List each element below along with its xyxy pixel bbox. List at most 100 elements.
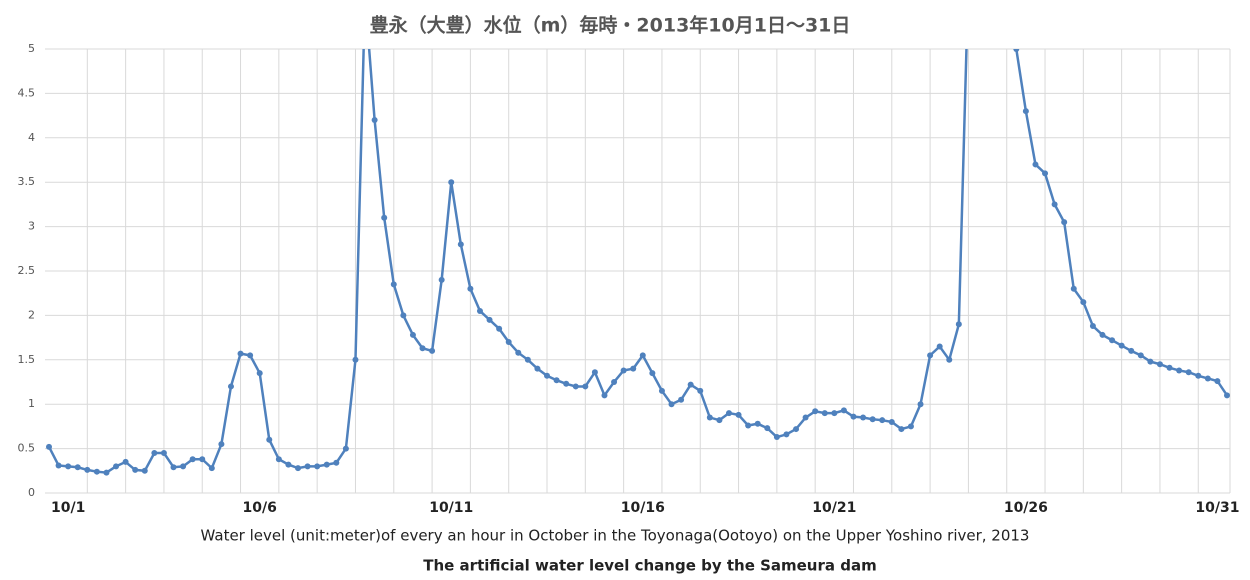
point bbox=[438, 276, 445, 283]
point bbox=[247, 352, 254, 359]
x-tick-label: 10/26 bbox=[1004, 500, 1048, 516]
point bbox=[879, 417, 886, 424]
point bbox=[735, 411, 742, 418]
point bbox=[927, 352, 934, 359]
point bbox=[1147, 358, 1154, 365]
point bbox=[390, 281, 397, 288]
point bbox=[649, 370, 656, 377]
point bbox=[658, 387, 665, 394]
point bbox=[227, 383, 234, 390]
point bbox=[639, 352, 646, 359]
point bbox=[907, 423, 914, 430]
y-tick-label: 2.5 bbox=[18, 264, 36, 277]
x-tick-label: 10/11 bbox=[429, 500, 473, 516]
y-tick-label: 2 bbox=[28, 308, 35, 321]
point bbox=[199, 456, 206, 463]
x-tick-label: 10/6 bbox=[243, 500, 277, 516]
point bbox=[764, 425, 771, 432]
point bbox=[429, 347, 436, 354]
point bbox=[1166, 364, 1173, 371]
point bbox=[1070, 285, 1077, 292]
point bbox=[716, 417, 723, 424]
point bbox=[524, 356, 531, 363]
point bbox=[1204, 375, 1211, 382]
point bbox=[812, 408, 819, 415]
point bbox=[113, 463, 120, 470]
point bbox=[936, 343, 943, 350]
point bbox=[1089, 323, 1096, 330]
point bbox=[1214, 378, 1221, 385]
point bbox=[754, 420, 761, 427]
point bbox=[1156, 361, 1163, 368]
point bbox=[687, 381, 694, 388]
point bbox=[218, 441, 225, 448]
y-tick-label: 0.5 bbox=[18, 442, 36, 455]
point bbox=[371, 117, 378, 124]
point bbox=[1185, 369, 1192, 376]
point bbox=[917, 401, 924, 408]
line bbox=[47, 49, 1229, 474]
point bbox=[611, 379, 618, 385]
x-tick-label: 10/1 bbox=[51, 500, 85, 516]
point bbox=[860, 414, 867, 421]
point bbox=[208, 465, 215, 472]
point bbox=[1224, 392, 1230, 399]
point bbox=[1128, 347, 1135, 354]
point bbox=[745, 422, 752, 429]
y-tick-label: 4 bbox=[28, 131, 35, 144]
point bbox=[678, 396, 685, 403]
point bbox=[563, 380, 570, 387]
point bbox=[793, 426, 800, 433]
point bbox=[773, 434, 780, 441]
point bbox=[802, 414, 809, 421]
point bbox=[620, 367, 627, 374]
point bbox=[850, 413, 857, 420]
point bbox=[352, 356, 359, 363]
point bbox=[1137, 352, 1144, 359]
point bbox=[295, 465, 302, 472]
point bbox=[141, 467, 148, 474]
point bbox=[1099, 331, 1106, 338]
subcaption: The artificial water level change by the… bbox=[423, 557, 876, 575]
point bbox=[946, 356, 953, 363]
point bbox=[65, 463, 72, 470]
x-tick-label: 10/31 bbox=[1195, 500, 1239, 516]
point bbox=[1118, 342, 1125, 349]
point bbox=[831, 410, 838, 417]
point bbox=[448, 179, 455, 186]
point bbox=[697, 387, 704, 394]
point bbox=[314, 463, 321, 470]
point bbox=[323, 461, 330, 468]
point bbox=[467, 285, 474, 292]
point bbox=[1109, 337, 1116, 344]
y-tick-label: 1 bbox=[28, 397, 35, 410]
point bbox=[591, 369, 598, 376]
point bbox=[601, 392, 608, 399]
point bbox=[582, 383, 589, 390]
point bbox=[1195, 372, 1202, 379]
point bbox=[256, 370, 263, 377]
point bbox=[505, 339, 512, 346]
point bbox=[285, 461, 292, 468]
point bbox=[725, 410, 732, 417]
point bbox=[160, 450, 167, 457]
point bbox=[553, 377, 560, 384]
y-tick-label: 0 bbox=[28, 486, 35, 499]
point bbox=[1080, 299, 1087, 306]
point bbox=[74, 464, 81, 471]
point bbox=[400, 312, 407, 319]
point bbox=[572, 383, 579, 390]
y-tick-label: 5 bbox=[28, 42, 35, 55]
plot-area bbox=[46, 49, 1230, 476]
point bbox=[342, 445, 349, 452]
point bbox=[93, 468, 100, 475]
y-tick-label: 4.5 bbox=[18, 86, 36, 99]
point bbox=[1013, 49, 1020, 52]
point bbox=[486, 316, 493, 323]
point bbox=[706, 414, 713, 421]
point bbox=[1176, 367, 1183, 374]
point bbox=[46, 443, 52, 450]
point bbox=[457, 241, 464, 248]
